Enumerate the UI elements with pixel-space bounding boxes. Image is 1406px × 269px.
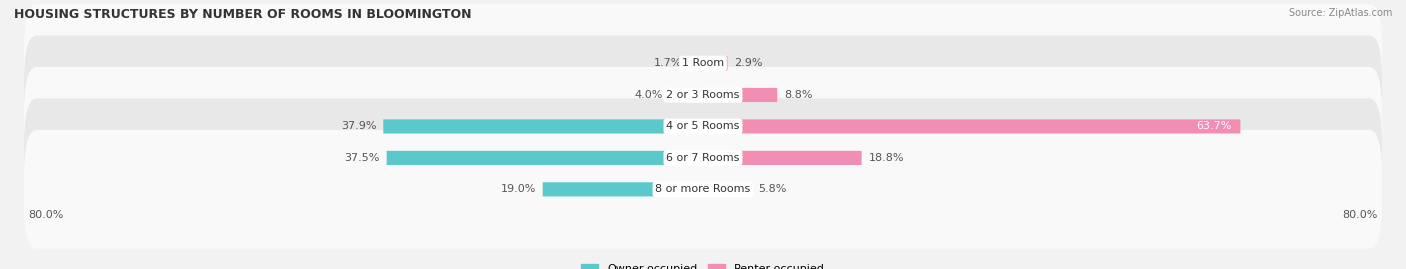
FancyBboxPatch shape [703,182,752,196]
Text: 4.0%: 4.0% [634,90,662,100]
Text: 8.8%: 8.8% [785,90,813,100]
FancyBboxPatch shape [543,182,703,196]
FancyBboxPatch shape [703,88,778,102]
Text: 18.8%: 18.8% [869,153,904,163]
Text: 37.9%: 37.9% [342,121,377,132]
Text: 80.0%: 80.0% [1343,210,1378,220]
Text: 6 or 7 Rooms: 6 or 7 Rooms [666,153,740,163]
FancyBboxPatch shape [703,151,862,165]
FancyBboxPatch shape [24,36,1382,154]
FancyBboxPatch shape [669,88,703,102]
FancyBboxPatch shape [24,67,1382,186]
Text: 63.7%: 63.7% [1197,121,1232,132]
Text: 2.9%: 2.9% [734,58,762,69]
FancyBboxPatch shape [387,151,703,165]
FancyBboxPatch shape [703,56,727,70]
FancyBboxPatch shape [703,119,1240,133]
Text: 19.0%: 19.0% [501,184,536,194]
Text: HOUSING STRUCTURES BY NUMBER OF ROOMS IN BLOOMINGTON: HOUSING STRUCTURES BY NUMBER OF ROOMS IN… [14,8,471,21]
FancyBboxPatch shape [689,56,703,70]
Text: 8 or more Rooms: 8 or more Rooms [655,184,751,194]
Legend: Owner-occupied, Renter-occupied: Owner-occupied, Renter-occupied [581,264,825,269]
FancyBboxPatch shape [384,119,703,133]
FancyBboxPatch shape [24,4,1382,123]
Text: 2 or 3 Rooms: 2 or 3 Rooms [666,90,740,100]
Text: 80.0%: 80.0% [28,210,63,220]
Text: 1.7%: 1.7% [654,58,682,69]
Text: 1 Room: 1 Room [682,58,724,69]
FancyBboxPatch shape [24,98,1382,217]
FancyBboxPatch shape [24,130,1382,249]
Text: 5.8%: 5.8% [759,184,787,194]
Text: Source: ZipAtlas.com: Source: ZipAtlas.com [1288,8,1392,18]
Text: 4 or 5 Rooms: 4 or 5 Rooms [666,121,740,132]
Text: 37.5%: 37.5% [344,153,380,163]
